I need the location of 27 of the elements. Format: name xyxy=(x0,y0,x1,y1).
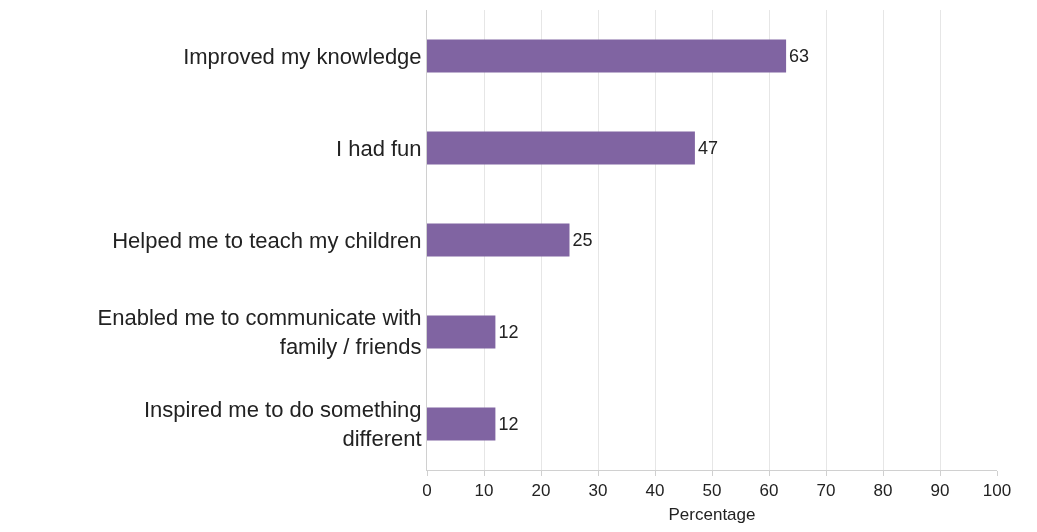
y-tick-label: Helped me to teach my children xyxy=(112,227,422,253)
x-tick-label: 100 xyxy=(982,481,1012,501)
data-label: 47 xyxy=(697,138,718,158)
y-tick-label: Inspired me to do something different xyxy=(143,397,422,451)
x-tick-label: 20 xyxy=(531,481,551,501)
bar xyxy=(427,315,496,349)
data-label: 63 xyxy=(789,46,810,66)
bar xyxy=(427,223,570,257)
data-label: 12 xyxy=(498,414,519,434)
y-tick-label: Enabled me to communicate with family / friends xyxy=(97,305,422,359)
x-tick-label: 70 xyxy=(816,481,836,501)
data-label: 12 xyxy=(498,322,519,342)
x-tick-label: 40 xyxy=(645,481,665,501)
bar xyxy=(427,407,496,441)
y-tick-label: Improved my knowledge xyxy=(183,43,422,69)
x-tick-label: 10 xyxy=(474,481,494,501)
data-label: 25 xyxy=(572,230,593,250)
x-axis-title: Percentage xyxy=(668,504,756,524)
x-tick-label: 30 xyxy=(588,481,608,501)
x-tick-label: 50 xyxy=(702,481,722,501)
x-tick-label: 80 xyxy=(873,481,893,501)
x-tick-label: 90 xyxy=(930,481,950,501)
x-tick-label: 60 xyxy=(759,481,779,501)
y-tick-label: I had fun xyxy=(335,135,422,161)
bar xyxy=(427,39,787,73)
bar xyxy=(427,131,695,165)
x-tick-label: 0 xyxy=(422,481,432,501)
